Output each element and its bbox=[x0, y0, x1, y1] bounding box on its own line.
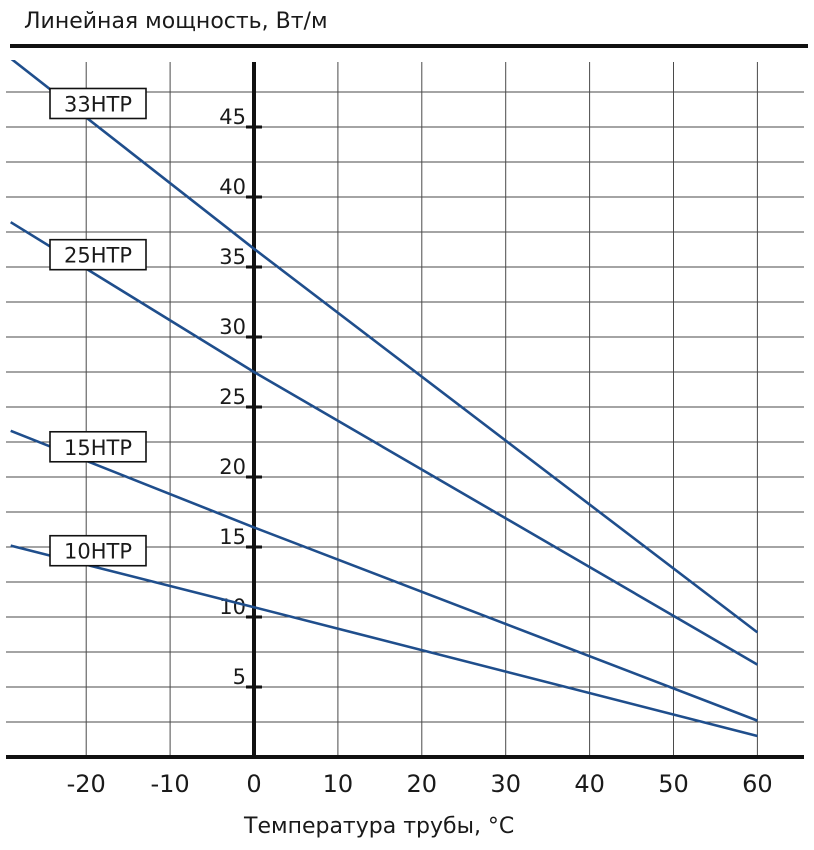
y-tick-label: 15 bbox=[219, 525, 246, 549]
y-tick-label: 45 bbox=[219, 105, 246, 129]
series-line bbox=[10, 221, 759, 666]
y-tick-label: 25 bbox=[219, 385, 246, 409]
y-tick-label: 35 bbox=[219, 245, 246, 269]
x-tick-label: -10 bbox=[150, 770, 189, 798]
series-label-box bbox=[49, 87, 147, 120]
x-tick-label: 60 bbox=[742, 770, 773, 798]
x-tick-label: 20 bbox=[407, 770, 438, 798]
y-tick-label: 5 bbox=[233, 665, 246, 689]
x-tick-label: 30 bbox=[490, 770, 521, 798]
series-label-box bbox=[49, 430, 147, 463]
series-line bbox=[10, 429, 758, 722]
series-label-box bbox=[49, 534, 147, 567]
series-line bbox=[10, 544, 758, 738]
series-label-box bbox=[49, 238, 147, 271]
x-tick-label: -20 bbox=[67, 770, 106, 798]
x-tick-label: 40 bbox=[574, 770, 605, 798]
x-tick-label: 10 bbox=[323, 770, 354, 798]
x-axis-title: Температура трубы, °С bbox=[244, 814, 515, 839]
series-line bbox=[10, 60, 759, 634]
y-tick-label: 40 bbox=[219, 175, 246, 199]
series-label: 33НТР bbox=[64, 92, 132, 116]
series-label: 10НТР bbox=[64, 540, 132, 564]
series-label: 15НТР bbox=[64, 436, 132, 460]
x-tick-label: 0 bbox=[246, 770, 261, 798]
y-tick-label: 20 bbox=[219, 455, 246, 479]
series-label: 25НТР bbox=[64, 244, 132, 268]
y-tick-label: 30 bbox=[219, 315, 246, 339]
y-axis-title: Линейная мощность, Вт/м bbox=[24, 9, 328, 34]
x-tick-label: 50 bbox=[658, 770, 689, 798]
